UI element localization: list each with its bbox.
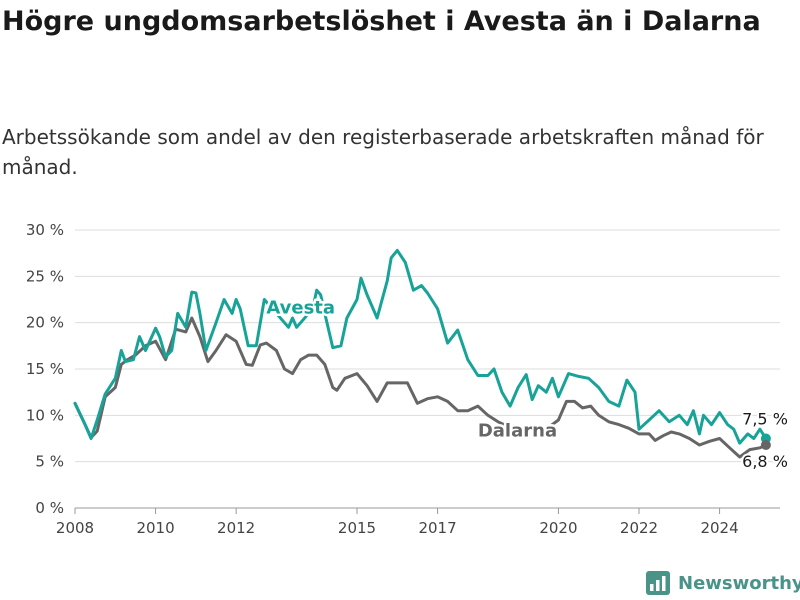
series-name-halo-avesta: Avesta (266, 297, 335, 318)
x-tick-label: 2024 (700, 519, 738, 537)
line-chart: 0 %5 %10 %15 %20 %25 %30 % 2008 2010 2012 2… (26, 221, 790, 537)
end-value-halo-avesta: 7,5 % (742, 410, 788, 429)
y-grid (75, 229, 780, 509)
brand-logo: Newsworthy (646, 570, 800, 596)
y-axis: 0 % 5 % 10 % 15 % 20 % 25 % 30 % (26, 221, 64, 517)
x-tick-label: 2020 (539, 519, 577, 537)
series-lines (73, 248, 771, 459)
series-name-label-avesta: Avesta (266, 297, 335, 318)
y-tick-label: 20 % (26, 314, 64, 332)
chart-subtitle: Arbetssökande som andel av den registerb… (2, 125, 764, 179)
y-tick-label: 30 % (26, 221, 64, 239)
x-tick-label: 2012 (217, 519, 255, 537)
x-tick-label: 2022 (620, 519, 658, 537)
y-tick-label: 15 % (26, 360, 64, 378)
y-tick-label: 25 % (26, 267, 64, 285)
chart-title: Högre ungdomsarbetslöshet i Avesta än i … (2, 6, 761, 37)
y-tick-label: 10 % (26, 406, 64, 424)
series-line-dalarna (73, 316, 768, 459)
bar-chart-logo-icon (646, 571, 670, 595)
x-axis: 2008 2010 2012 2015 2017 2020 2022 2024 (56, 508, 739, 537)
x-tick-label: 2008 (56, 519, 94, 537)
end-value-label-avesta: 7,5 % (742, 410, 788, 429)
endpoint-dalarna (760, 439, 771, 450)
x-tick-label: 2010 (136, 519, 174, 537)
series-name-label-dalarna: Dalarna (478, 421, 557, 442)
y-tick-label: 5 % (35, 453, 64, 471)
y-tick-label: 0 % (35, 499, 64, 517)
series-name-halo-dalarna: Dalarna (478, 421, 557, 442)
x-tick-label: 2015 (338, 519, 376, 537)
series-line-avesta (73, 248, 768, 445)
x-tick-label: 2017 (418, 519, 456, 537)
brand-name: Newsworthy (678, 572, 800, 594)
end-value-label-dalarna: 6,8 % (742, 452, 788, 471)
end-value-halo-dalarna: 6,8 % (742, 452, 788, 471)
